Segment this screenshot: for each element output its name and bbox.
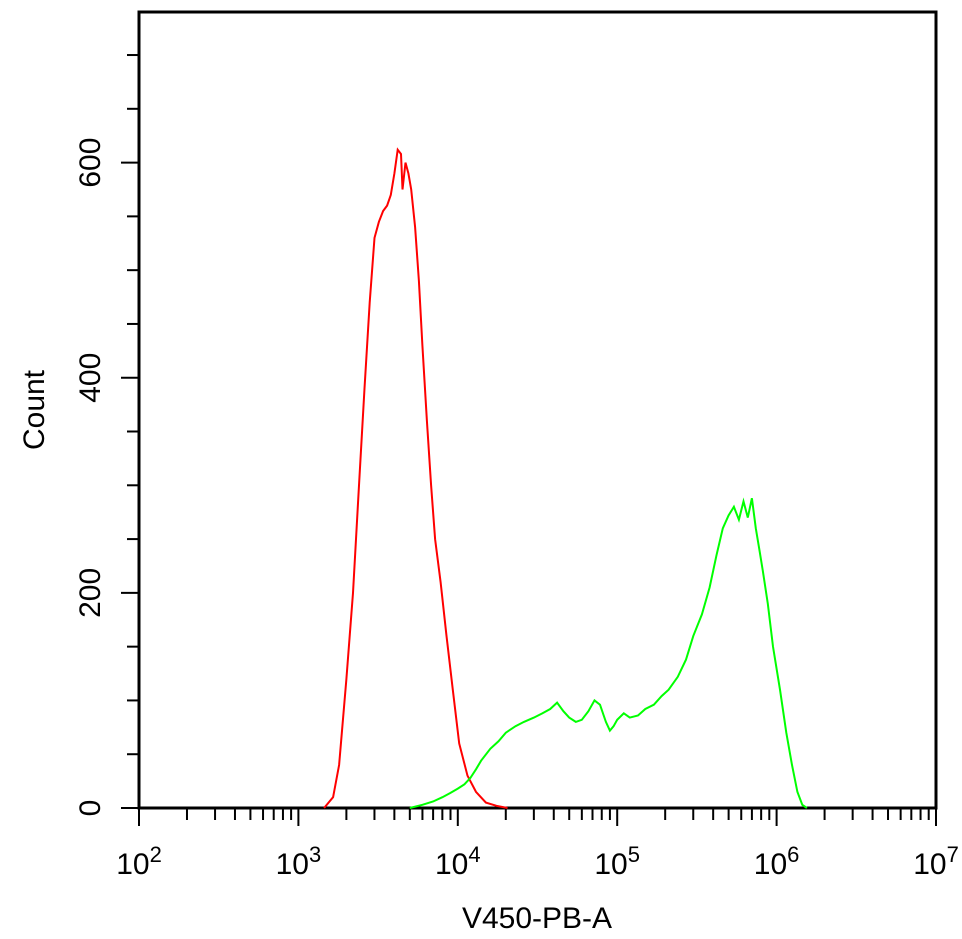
y-axis-title: Count: [18, 369, 51, 450]
x-tick-label: 107: [913, 842, 959, 881]
x-axis: 102 103 104 105 106 107: [116, 808, 959, 881]
series-layer: [323, 147, 808, 809]
plot-frame: [137, 10, 938, 810]
y-tick-label: 0: [74, 800, 107, 817]
x-axis-title: V450-PB-A: [462, 902, 612, 935]
y-tick-label: 600: [74, 138, 107, 188]
series-line-1: [323, 147, 508, 809]
x-tick-label: 104: [435, 842, 481, 881]
y-tick-label: 200: [74, 568, 107, 618]
y-tick-label: 400: [74, 353, 107, 403]
x-tick-label: 103: [276, 842, 322, 881]
x-tick-label: 105: [594, 842, 640, 881]
y-axis: 0 200 400 600: [74, 54, 139, 817]
x-tick-label: 102: [116, 842, 162, 881]
series-line-2: [409, 497, 808, 809]
x-tick-label: 106: [754, 842, 800, 881]
